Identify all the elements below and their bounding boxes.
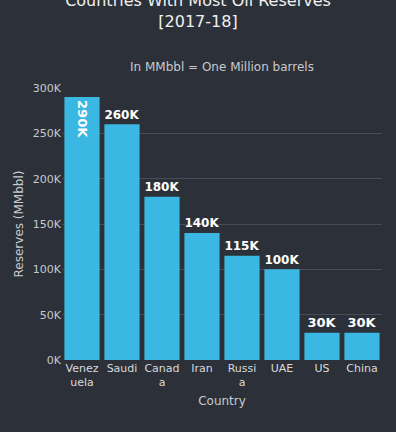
svg-text:Saudi: Saudi (107, 362, 138, 375)
svg-text:200K: 200K (33, 173, 62, 186)
svg-text:100K: 100K (264, 253, 299, 267)
svg-text:140K: 140K (184, 216, 219, 230)
svg-text:180K: 180K (144, 180, 179, 194)
svg-text:In MMbbl = One Million barrels: In MMbbl = One Million barrels (130, 60, 314, 74)
svg-text:Countries With Most Oil Reserv: Countries With Most Oil Reserves[2017-18… (65, 0, 331, 31)
svg-text:250K: 250K (33, 127, 62, 140)
svg-text:Country: Country (198, 394, 246, 408)
svg-text:0K: 0K (47, 354, 62, 367)
svg-text:115K: 115K (224, 239, 259, 253)
svg-text:Iran: Iran (191, 362, 213, 375)
svg-text:290K: 290K (75, 100, 90, 138)
svg-text:150K: 150K (33, 218, 62, 231)
svg-text:300K: 300K (33, 82, 62, 95)
svg-text:Venezuela: Venezuela (66, 362, 99, 389)
svg-text:UAE: UAE (271, 362, 294, 375)
svg-text:50K: 50K (40, 309, 62, 322)
svg-text:100K: 100K (33, 263, 62, 276)
svg-text:Russia: Russia (228, 362, 257, 389)
svg-text:China: China (346, 362, 377, 375)
svg-text:Canada: Canada (144, 362, 179, 389)
svg-text:260K: 260K (104, 108, 139, 122)
svg-text:30K: 30K (347, 315, 376, 330)
svg-text:Reserves (MMbbl): Reserves (MMbbl) (12, 171, 26, 278)
svg-text:US: US (314, 362, 329, 375)
svg-text:30K: 30K (307, 315, 336, 330)
